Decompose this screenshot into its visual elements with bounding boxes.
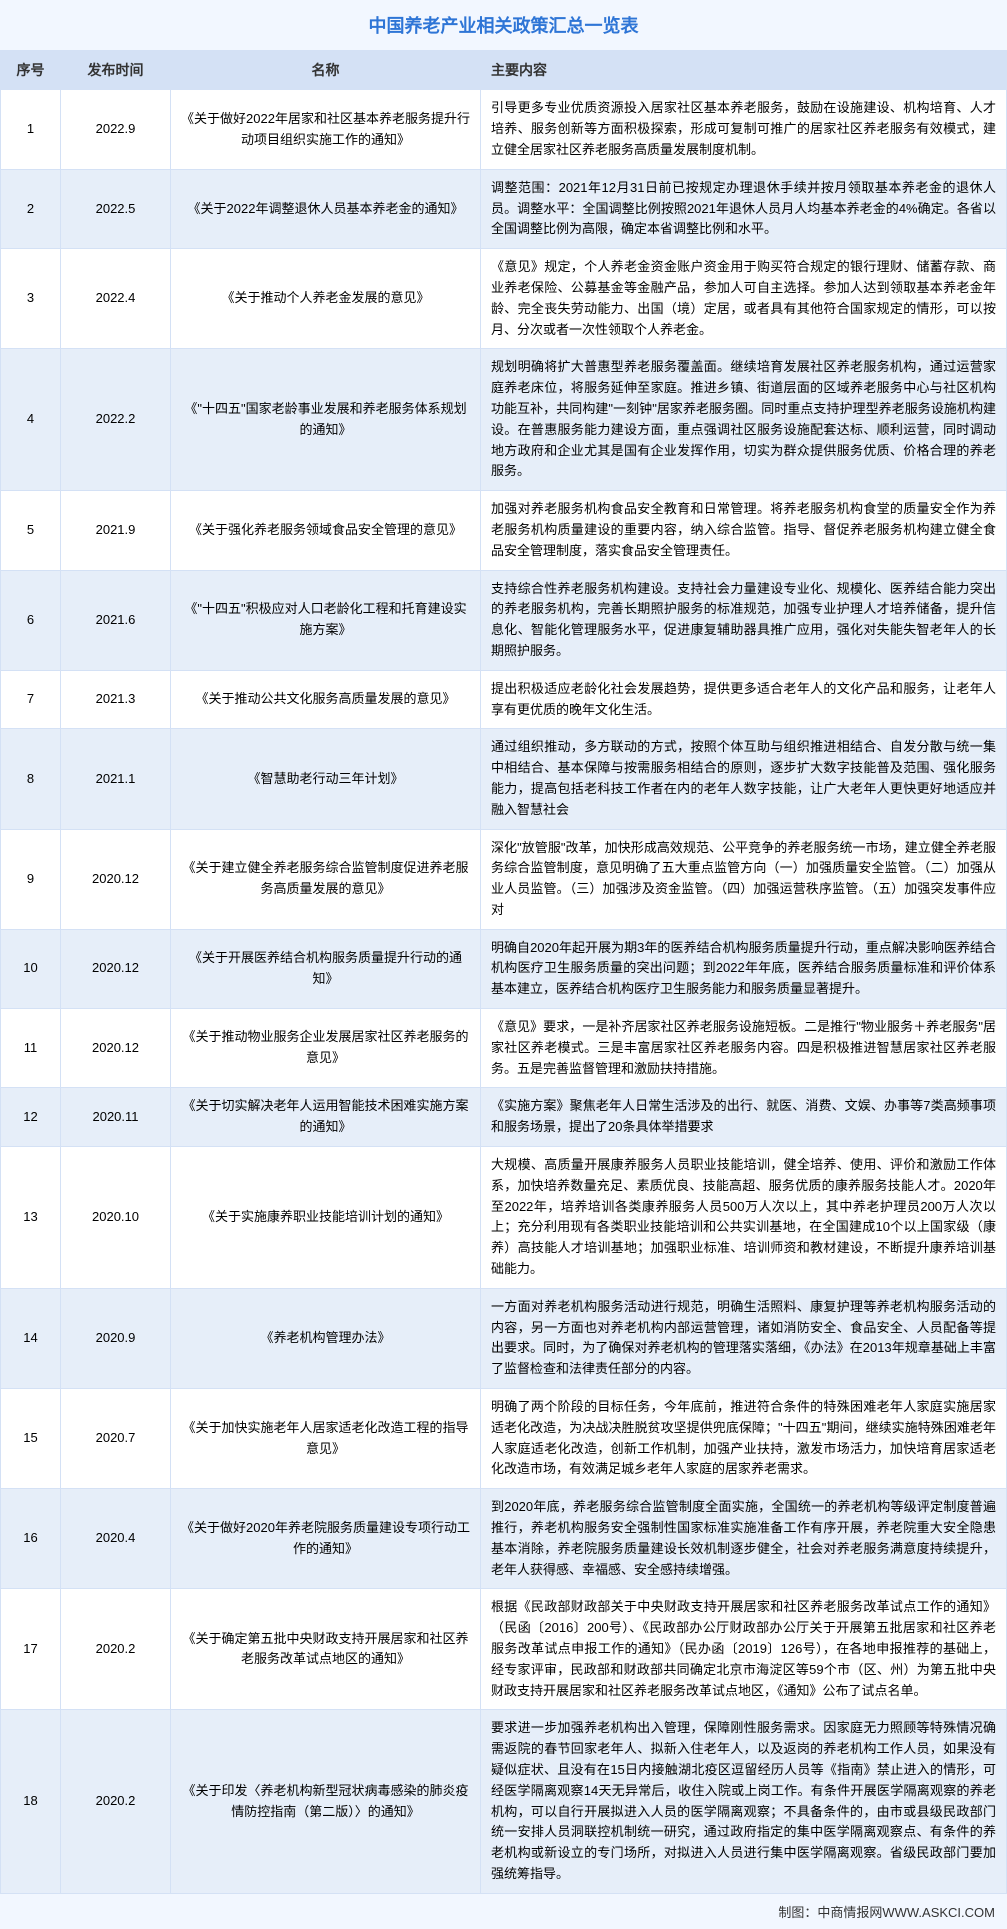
cell-content: 支持综合性养老服务机构建设。支持社会力量建设专业化、规模化、医养结合能力突出的养… <box>481 570 1007 670</box>
cell-name: 《关于加快实施老年人居家适老化改造工程的指导意见》 <box>171 1389 481 1489</box>
cell-date: 2022.4 <box>61 249 171 349</box>
table-row: 82021.1《智慧助老行动三年计划》通过组织推动，多方联动的方式，按照个体互助… <box>1 729 1007 829</box>
header-seq: 序号 <box>1 51 61 90</box>
table-row: 32022.4《关于推动个人养老金发展的意见》《意见》规定，个人养老金资金账户资… <box>1 249 1007 349</box>
cell-seq: 6 <box>1 570 61 670</box>
cell-name: 《关于强化养老服务领域食品安全管理的意见》 <box>171 491 481 570</box>
cell-content: 根据《民政部财政部关于中央财政支持开展居家和社区养老服务改革试点工作的通知》（民… <box>481 1589 1007 1710</box>
table-row: 142020.9《养老机构管理办法》一方面对养老机构服务活动进行规范，明确生活照… <box>1 1288 1007 1388</box>
cell-name: 《关于切实解决老年人运用智能技术困难实施方案的通知》 <box>171 1088 481 1147</box>
cell-name: 《关于做好2022年居家和社区基本养老服务提升行动项目组织实施工作的通知》 <box>171 90 481 169</box>
cell-name: 《关于确定第五批中央财政支持开展居家和社区养老服务改革试点地区的通知》 <box>171 1589 481 1710</box>
cell-date: 2021.9 <box>61 491 171 570</box>
cell-name: 《关于建立健全养老服务综合监管制度促进养老服务高质量发展的意见》 <box>171 829 481 929</box>
cell-date: 2020.2 <box>61 1589 171 1710</box>
cell-content: 一方面对养老机构服务活动进行规范，明确生活照料、康复护理等养老机构服务活动的内容… <box>481 1288 1007 1388</box>
cell-date: 2020.12 <box>61 829 171 929</box>
cell-content: 明确自2020年起开展为期3年的医养结合机构服务质量提升行动，重点解决影响医养结… <box>481 929 1007 1008</box>
header-name: 名称 <box>171 51 481 90</box>
cell-name: 《关于推动个人养老金发展的意见》 <box>171 249 481 349</box>
cell-date: 2022.5 <box>61 169 171 248</box>
cell-date: 2021.6 <box>61 570 171 670</box>
cell-seq: 1 <box>1 90 61 169</box>
cell-content: 调整范围：2021年12月31日前已按规定办理退休手续并按月领取基本养老金的退休… <box>481 169 1007 248</box>
cell-seq: 2 <box>1 169 61 248</box>
table-row: 12022.9《关于做好2022年居家和社区基本养老服务提升行动项目组织实施工作… <box>1 90 1007 169</box>
cell-date: 2020.4 <box>61 1489 171 1589</box>
cell-seq: 4 <box>1 349 61 491</box>
table-row: 42022.2《"十四五"国家老龄事业发展和养老服务体系规划的通知》规划明确将扩… <box>1 349 1007 491</box>
cell-content: 深化"放管服"改革，加快形成高效规范、公平竞争的养老服务统一市场，建立健全养老服… <box>481 829 1007 929</box>
cell-seq: 12 <box>1 1088 61 1147</box>
cell-content: 引导更多专业优质资源投入居家社区基本养老服务，鼓励在设施建设、机构培育、人才培养… <box>481 90 1007 169</box>
cell-content: 《意见》规定，个人养老金资金账户资金用于购买符合规定的银行理财、储蓄存款、商业养… <box>481 249 1007 349</box>
cell-name: 《"十四五"积极应对人口老龄化工程和托育建设实施方案》 <box>171 570 481 670</box>
cell-date: 2020.12 <box>61 1009 171 1088</box>
cell-date: 2022.9 <box>61 90 171 169</box>
cell-content: 明确了两个阶段的目标任务，今年底前，推进符合条件的特殊困难老年人家庭实施居家适老… <box>481 1389 1007 1489</box>
cell-seq: 9 <box>1 829 61 929</box>
cell-date: 2020.10 <box>61 1147 171 1289</box>
table-row: 72021.3《关于推动公共文化服务高质量发展的意见》提出积极适应老龄化社会发展… <box>1 670 1007 729</box>
cell-seq: 7 <box>1 670 61 729</box>
header-date: 发布时间 <box>61 51 171 90</box>
cell-seq: 16 <box>1 1489 61 1589</box>
cell-name: 《关于开展医养结合机构服务质量提升行动的通知》 <box>171 929 481 1008</box>
cell-seq: 15 <box>1 1389 61 1489</box>
policy-table: 序号 发布时间 名称 主要内容 12022.9《关于做好2022年居家和社区基本… <box>0 50 1007 1894</box>
table-row: 152020.7《关于加快实施老年人居家适老化改造工程的指导意见》明确了两个阶段… <box>1 1389 1007 1489</box>
footer-credit: 制图：中商情报网WWW.ASKCI.COM <box>0 1894 1007 1929</box>
cell-content: 通过组织推动，多方联动的方式，按照个体互助与组织推进相结合、自发分散与统一集中相… <box>481 729 1007 829</box>
cell-name: 《关于2022年调整退休人员基本养老金的通知》 <box>171 169 481 248</box>
table-row: 102020.12《关于开展医养结合机构服务质量提升行动的通知》明确自2020年… <box>1 929 1007 1008</box>
cell-date: 2022.2 <box>61 349 171 491</box>
cell-name: 《关于推动公共文化服务高质量发展的意见》 <box>171 670 481 729</box>
cell-content: 要求进一步加强养老机构出入管理，保障刚性服务需求。因家庭无力照顾等特殊情况确需返… <box>481 1710 1007 1893</box>
cell-seq: 17 <box>1 1589 61 1710</box>
cell-date: 2020.7 <box>61 1389 171 1489</box>
cell-seq: 18 <box>1 1710 61 1893</box>
table-row: 22022.5《关于2022年调整退休人员基本养老金的通知》调整范围：2021年… <box>1 169 1007 248</box>
table-row: 112020.12《关于推动物业服务企业发展居家社区养老服务的意见》《意见》要求… <box>1 1009 1007 1088</box>
cell-date: 2021.3 <box>61 670 171 729</box>
cell-content: 提出积极适应老龄化社会发展趋势，提供更多适合老年人的文化产品和服务，让老年人享有… <box>481 670 1007 729</box>
header-content: 主要内容 <box>481 51 1007 90</box>
cell-date: 2020.2 <box>61 1710 171 1893</box>
cell-date: 2020.11 <box>61 1088 171 1147</box>
cell-content: 到2020年底，养老服务综合监管制度全面实施，全国统一的养老机构等级评定制度普遍… <box>481 1489 1007 1589</box>
cell-seq: 10 <box>1 929 61 1008</box>
cell-seq: 5 <box>1 491 61 570</box>
cell-name: 《智慧助老行动三年计划》 <box>171 729 481 829</box>
cell-content: 《意见》要求，一是补齐居家社区养老服务设施短板。二是推行"物业服务＋养老服务"居… <box>481 1009 1007 1088</box>
table-row: 52021.9《关于强化养老服务领域食品安全管理的意见》加强对养老服务机构食品安… <box>1 491 1007 570</box>
table-row: 162020.4《关于做好2020年养老院服务质量建设专项行动工作的通知》到20… <box>1 1489 1007 1589</box>
cell-name: 《关于做好2020年养老院服务质量建设专项行动工作的通知》 <box>171 1489 481 1589</box>
cell-content: 大规模、高质量开展康养服务人员职业技能培训，健全培养、使用、评价和激励工作体系，… <box>481 1147 1007 1289</box>
table-row: 182020.2《关于印发〈养老机构新型冠状病毒感染的肺炎疫情防控指南（第二版）… <box>1 1710 1007 1893</box>
table-row: 92020.12《关于建立健全养老服务综合监管制度促进养老服务高质量发展的意见》… <box>1 829 1007 929</box>
cell-date: 2020.12 <box>61 929 171 1008</box>
cell-name: 《养老机构管理办法》 <box>171 1288 481 1388</box>
cell-seq: 14 <box>1 1288 61 1388</box>
cell-content: 《实施方案》聚焦老年人日常生活涉及的出行、就医、消费、文娱、办事等7类高频事项和… <box>481 1088 1007 1147</box>
table-row: 172020.2《关于确定第五批中央财政支持开展居家和社区养老服务改革试点地区的… <box>1 1589 1007 1710</box>
cell-date: 2020.9 <box>61 1288 171 1388</box>
table-row: 122020.11《关于切实解决老年人运用智能技术困难实施方案的通知》《实施方案… <box>1 1088 1007 1147</box>
cell-content: 加强对养老服务机构食品安全教育和日常管理。将养老服务机构食堂的质量安全作为养老服… <box>481 491 1007 570</box>
cell-name: 《关于印发〈养老机构新型冠状病毒感染的肺炎疫情防控指南（第二版）〉的通知》 <box>171 1710 481 1893</box>
cell-seq: 3 <box>1 249 61 349</box>
cell-content: 规划明确将扩大普惠型养老服务覆盖面。继续培育发展社区养老服务机构，通过运营家庭养… <box>481 349 1007 491</box>
cell-seq: 11 <box>1 1009 61 1088</box>
table-title: 中国养老产业相关政策汇总一览表 <box>0 0 1007 50</box>
cell-name: 《关于推动物业服务企业发展居家社区养老服务的意见》 <box>171 1009 481 1088</box>
cell-name: 《"十四五"国家老龄事业发展和养老服务体系规划的通知》 <box>171 349 481 491</box>
cell-seq: 8 <box>1 729 61 829</box>
cell-date: 2021.1 <box>61 729 171 829</box>
table-row: 132020.10《关于实施康养职业技能培训计划的通知》大规模、高质量开展康养服… <box>1 1147 1007 1289</box>
cell-seq: 13 <box>1 1147 61 1289</box>
cell-name: 《关于实施康养职业技能培训计划的通知》 <box>171 1147 481 1289</box>
table-row: 62021.6《"十四五"积极应对人口老龄化工程和托育建设实施方案》支持综合性养… <box>1 570 1007 670</box>
